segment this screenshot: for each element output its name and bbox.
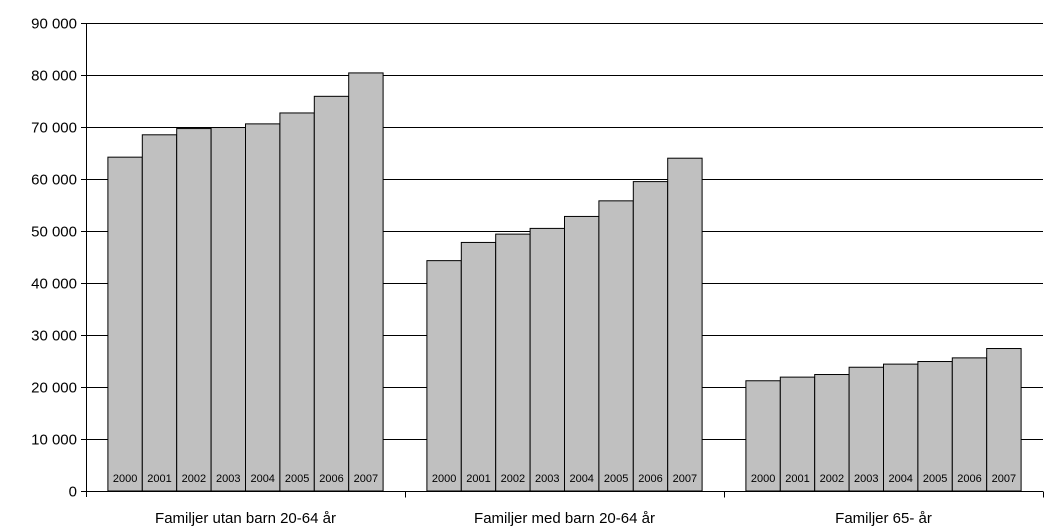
bar-year-label: 2001 <box>147 473 171 485</box>
bar-year-label: 2005 <box>285 473 309 485</box>
y-tick-label: 50 000 <box>31 224 77 241</box>
bar-year-label: 2003 <box>854 473 878 485</box>
bar-year-label: 2001 <box>785 473 809 485</box>
bar <box>495 233 531 492</box>
bar <box>814 374 850 492</box>
bar <box>632 181 669 492</box>
bar <box>779 376 816 492</box>
bar-year-label: 2005 <box>604 473 628 485</box>
y-tick-label: 10 000 <box>31 432 77 449</box>
y-tick-label: 60 000 <box>31 172 77 189</box>
bar <box>107 156 143 492</box>
bar-year-label: 2002 <box>820 473 844 485</box>
bar <box>848 366 884 492</box>
bar-year-label: 2000 <box>432 473 456 485</box>
bar-year-label: 2006 <box>957 473 981 485</box>
bar <box>279 112 315 492</box>
bar <box>176 128 212 492</box>
bar <box>986 348 1022 492</box>
bar <box>667 157 703 492</box>
bar <box>564 215 600 492</box>
category-label: Familjer utan barn 20-64 år <box>155 510 336 527</box>
bar <box>883 363 919 492</box>
bar-year-label: 2003 <box>216 473 240 485</box>
bar-year-label: 2007 <box>992 473 1016 485</box>
bar-year-label: 2004 <box>569 473 593 485</box>
bar <box>313 95 350 492</box>
bar <box>529 227 565 492</box>
y-tick-label: 20 000 <box>31 380 77 397</box>
bar-year-label: 2004 <box>250 473 274 485</box>
y-tick-label: 80 000 <box>31 68 77 85</box>
bar <box>745 380 781 492</box>
bar <box>917 361 953 492</box>
y-tick-label: 0 <box>69 484 77 501</box>
bars: 2000 2001 2002 2003 2004 2005 2006 2007 2000 2001… <box>107 72 1022 492</box>
bar-year-label: 2003 <box>535 473 559 485</box>
y-axis-ticks: 0 10 000 20 000 30 000 40 000 50 000 60 000 70 … <box>31 16 86 501</box>
y-tick-label: 30 000 <box>31 328 77 345</box>
bar-year-label: 2004 <box>888 473 912 485</box>
bar-year-label: 2006 <box>638 473 662 485</box>
y-tick-label: 70 000 <box>31 120 77 137</box>
category-label: Familjer 65- år <box>835 510 932 527</box>
bar-year-label: 2002 <box>501 473 525 485</box>
y-tick-label: 40 000 <box>31 276 77 293</box>
bar-year-label: 2005 <box>923 473 947 485</box>
bar <box>460 241 497 492</box>
bar-year-label: 2001 <box>466 473 490 485</box>
bar <box>426 260 462 492</box>
bar <box>141 134 178 492</box>
bar-year-label: 2006 <box>319 473 343 485</box>
y-tick-label: 90 000 <box>31 16 77 33</box>
bar-year-label: 2007 <box>673 473 697 485</box>
bar <box>210 127 247 492</box>
bar-year-label: 2000 <box>751 473 775 485</box>
bar-year-label: 2000 <box>113 473 137 485</box>
category-labels: Familjer utan barn 20-64 år Familjer med … <box>155 510 932 527</box>
bar-year-label: 2007 <box>354 473 378 485</box>
bar <box>245 123 281 492</box>
axes <box>86 23 1044 498</box>
bar <box>348 72 384 492</box>
bar <box>598 200 634 492</box>
bar <box>951 357 988 492</box>
bar-year-label: 2002 <box>182 473 206 485</box>
category-label: Familjer med barn 20-64 år <box>474 510 655 527</box>
